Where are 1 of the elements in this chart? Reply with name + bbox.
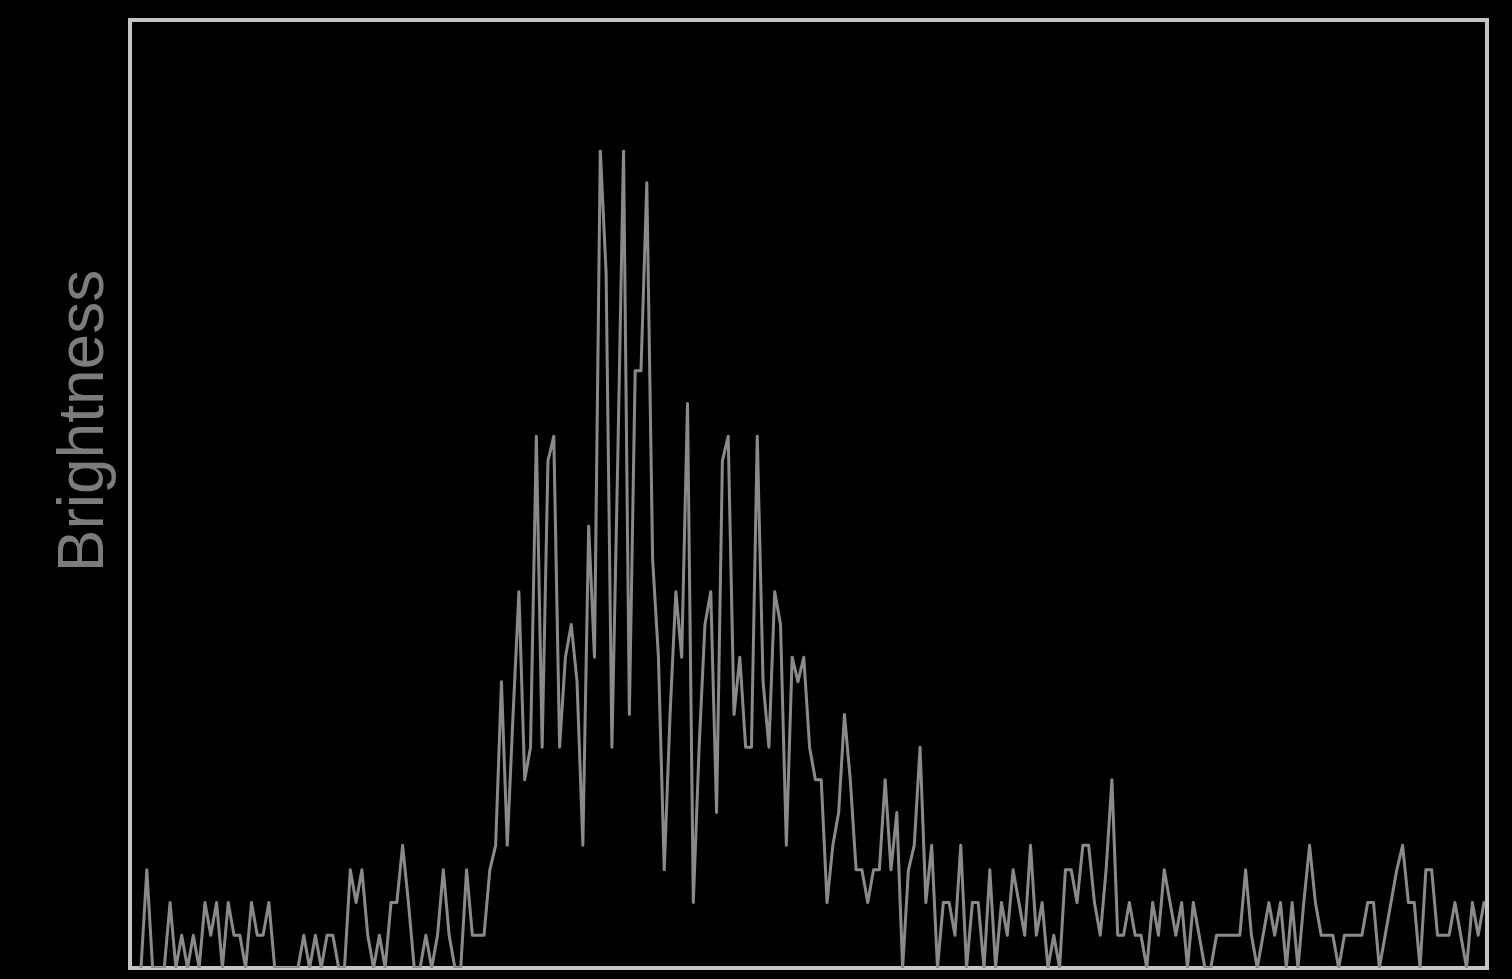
y-axis-title: Brightness — [45, 269, 117, 573]
